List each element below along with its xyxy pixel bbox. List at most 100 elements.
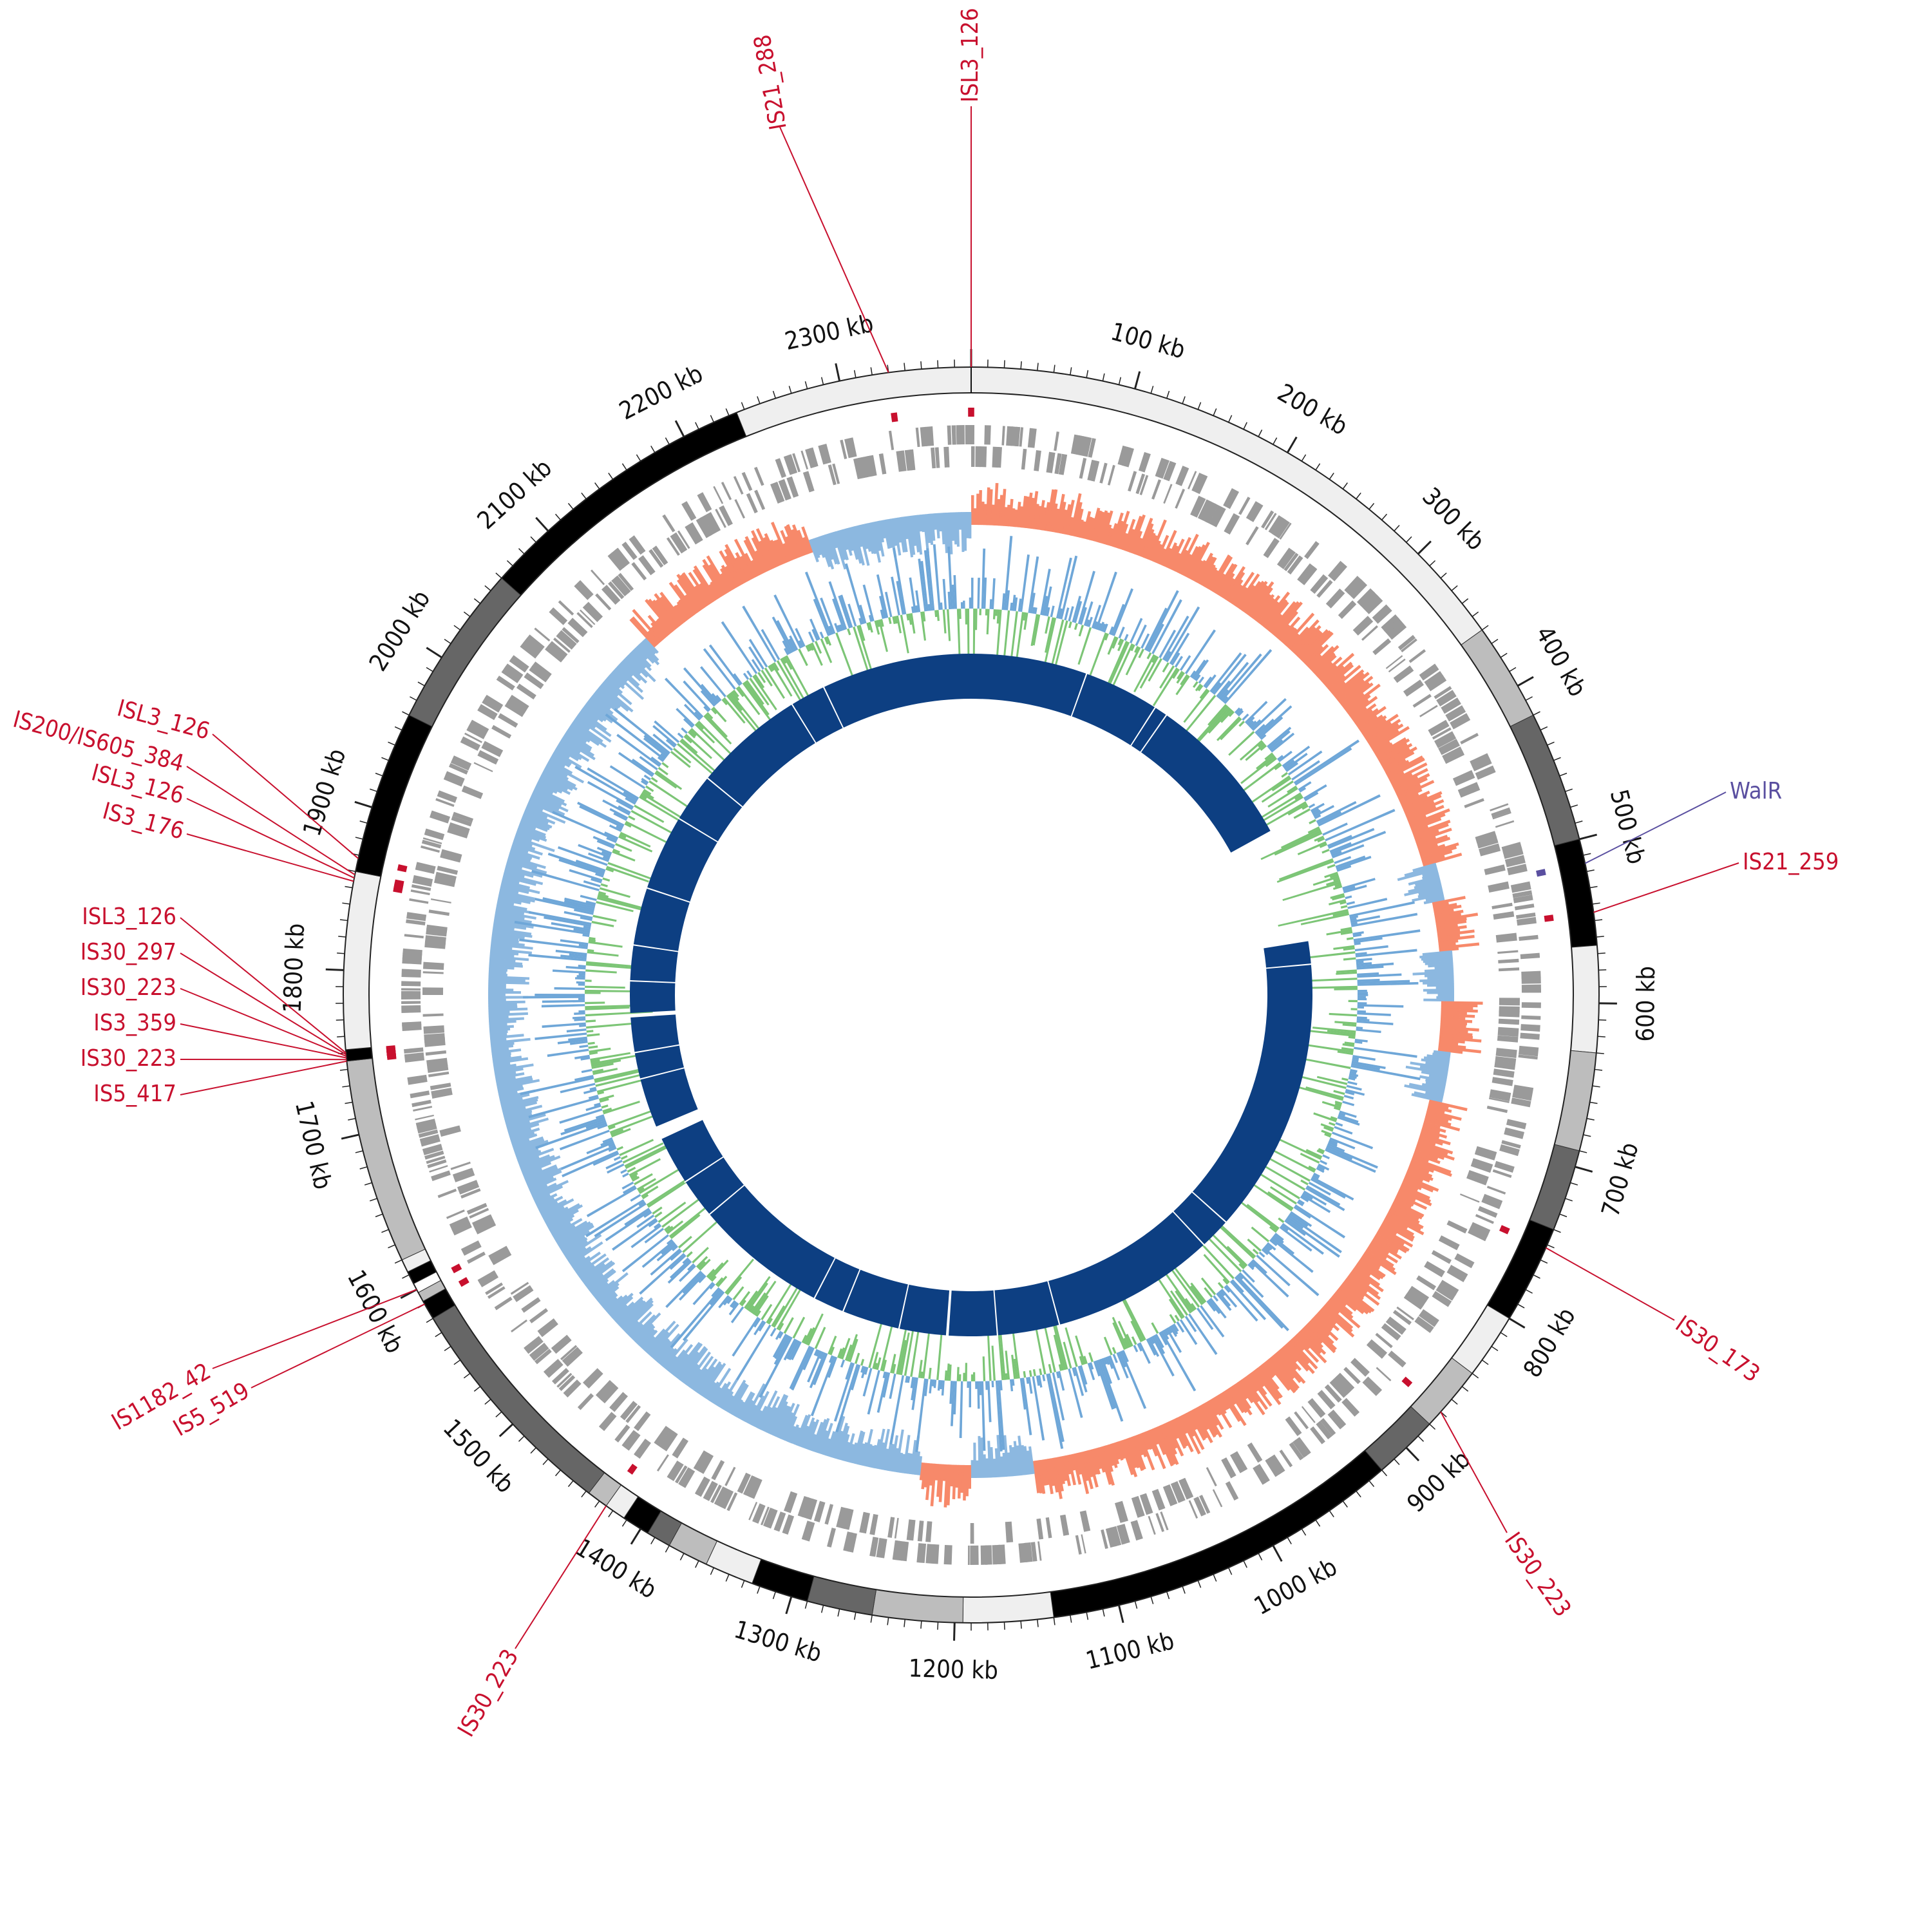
gc-content-bar [1336, 971, 1358, 975]
gc-skew-bar [1003, 507, 1008, 527]
gc-content-bar [1179, 1319, 1198, 1345]
cds-feature [1018, 1542, 1028, 1563]
blast-gap [633, 1044, 681, 1054]
gc-skew-bar [914, 1451, 921, 1475]
gc-skew-bar [491, 1052, 511, 1057]
gc-content-bar [679, 1265, 696, 1282]
gc-skew-bar [773, 1405, 790, 1437]
gc-content-bar [1336, 855, 1372, 870]
gc-content-bar [1209, 652, 1242, 693]
cds-feature [574, 580, 594, 600]
gc-content-bar [1151, 1336, 1175, 1377]
gc-content-bar [578, 1010, 585, 1013]
gc-skew-bar [1417, 889, 1444, 898]
gc-skew-bar [1210, 556, 1233, 592]
gc-skew-bar [1124, 1438, 1137, 1468]
gc-content-bar [634, 804, 665, 823]
cds-feature [688, 522, 703, 543]
gc-content-bar [687, 1263, 695, 1271]
gc-skew-bar [598, 1285, 620, 1304]
minor-tick [1491, 1346, 1499, 1352]
gc-content-bar [1238, 721, 1245, 727]
gc-content-bar [591, 1063, 614, 1069]
cds-feature [1307, 1397, 1326, 1418]
blast-gap [1046, 1280, 1061, 1327]
cds-feature [1445, 705, 1466, 722]
gc-content-bar [1300, 1179, 1309, 1186]
gc-content-bar [1151, 599, 1182, 654]
cds-feature [661, 1431, 678, 1452]
gc-content-bar [1068, 621, 1072, 629]
gc-skew-bar [625, 1320, 639, 1334]
gc-skew-bar [629, 1323, 644, 1338]
gc-skew-bar [1005, 504, 1010, 527]
cds-feature [1279, 1450, 1293, 1468]
gc-skew-bar [1117, 1441, 1126, 1459]
major-tick [535, 516, 549, 532]
gc-skew-bar [936, 1464, 942, 1497]
gc-skew-bar [603, 679, 632, 706]
gc-content-bar [1269, 1239, 1278, 1247]
gc-skew-bar [538, 1200, 558, 1213]
gc-skew-bar [614, 1296, 644, 1323]
gc-content-bar [1276, 860, 1334, 883]
gc-skew-bar [1074, 508, 1084, 537]
gc-skew-bar [1386, 1213, 1425, 1236]
gc-skew-bar [572, 720, 603, 743]
gc-skew-bar [1412, 1154, 1429, 1163]
gc-skew-bar [1079, 521, 1086, 538]
minor-tick [1597, 1036, 1605, 1037]
minor-tick [463, 1372, 471, 1379]
gc-skew-bar [507, 855, 546, 869]
gc-skew-bar [1307, 654, 1322, 669]
gc-content-bar [1166, 1327, 1182, 1353]
gc-skew-bar [1423, 897, 1445, 905]
minor-tick [1461, 598, 1469, 604]
annotation-label: IS30_223 [1499, 1528, 1576, 1622]
gc-content-bar [641, 777, 649, 784]
gc-skew-bar [1285, 1342, 1315, 1374]
cds-feature [1054, 453, 1062, 475]
gc-skew-bar [750, 1390, 770, 1426]
gc-skew-bar [1249, 1372, 1267, 1396]
cds-feature [401, 981, 421, 987]
gc-skew-bar [743, 1383, 766, 1423]
gc-content-bar [876, 620, 880, 627]
minor-tick [518, 1435, 525, 1442]
gc-content-bar [605, 1159, 623, 1170]
gc-skew-bar [900, 1454, 905, 1473]
blast-gap [993, 1289, 999, 1337]
cds-feature [426, 1057, 448, 1069]
gc-skew-bar [981, 501, 985, 526]
gc-content-bar [602, 1107, 612, 1113]
gc-skew-bar [968, 1464, 971, 1489]
gc-content-bar [620, 1155, 628, 1160]
gc-content-bar [1148, 623, 1164, 653]
cds-feature [1498, 958, 1519, 964]
cds-feature [529, 1308, 549, 1323]
gc-content-bar [1224, 649, 1273, 705]
gc-skew-bar [1177, 533, 1199, 574]
gc-skew-bar [1074, 1453, 1082, 1475]
gc-skew-bar [1295, 629, 1321, 656]
gc-skew-bar [1040, 1459, 1047, 1486]
gc-content-bar [1129, 618, 1143, 644]
gc-skew-bar [1220, 578, 1235, 598]
gc-content-bar [692, 1247, 709, 1264]
cds-feature [449, 1217, 471, 1232]
gc-skew-bar [998, 495, 1003, 526]
gc-skew-bar [791, 524, 806, 556]
gc-skew-bar [796, 1414, 811, 1446]
gc-skew-bar [1138, 1433, 1155, 1471]
gc-content-bar [1255, 801, 1307, 832]
gc-content-bar [586, 961, 636, 968]
gc-content-bar [580, 1057, 591, 1061]
gc-skew-bar [1368, 1243, 1398, 1264]
gc-content-bar [1310, 802, 1325, 812]
cds-ring [401, 425, 1541, 1565]
minor-tick [375, 1213, 383, 1218]
gc-content-bar [652, 724, 677, 746]
cds-feature [580, 609, 596, 625]
cds-feature [452, 811, 474, 823]
gc-content-bar [1346, 1084, 1362, 1091]
